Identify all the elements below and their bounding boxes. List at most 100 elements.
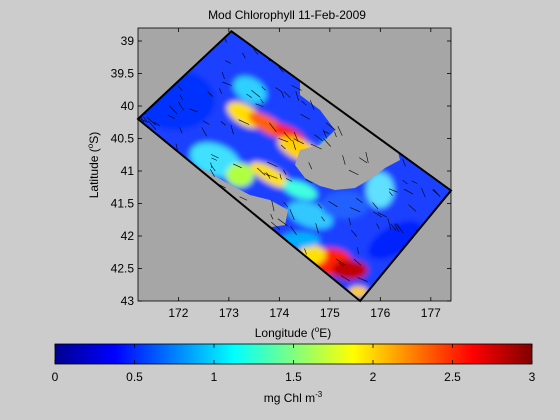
colorbar-tick-label: 2 xyxy=(370,370,377,384)
velocity-vector xyxy=(300,113,310,120)
x-tick-label: 175 xyxy=(320,306,340,320)
velocity-vector xyxy=(211,157,217,161)
velocity-vector xyxy=(373,211,382,218)
velocity-vector xyxy=(323,130,330,135)
velocity-vector xyxy=(189,108,198,113)
velocity-vector xyxy=(207,91,213,97)
velocity-vector xyxy=(293,131,299,142)
y-axis-ticks: 39 39.5 40 40.5 41 41.5 42 42.5 43 xyxy=(111,34,451,308)
y-tick-label: 42 xyxy=(121,229,135,243)
velocity-vector xyxy=(143,116,148,124)
x-axis-label-end: E) xyxy=(319,326,331,340)
velocity-vector xyxy=(350,229,358,237)
velocity-vector xyxy=(222,81,232,86)
velocity-vector xyxy=(153,121,161,127)
y-axis-label-end: S) xyxy=(87,132,101,144)
velocity-vector xyxy=(365,151,369,163)
velocity-vector xyxy=(271,200,275,212)
velocity-vector xyxy=(283,169,287,175)
velocity-vector xyxy=(202,120,210,125)
velocity-vector xyxy=(292,140,296,150)
velocity-vector xyxy=(348,217,352,226)
velocity-vector xyxy=(270,214,274,220)
colorbar-label-text: mg Chl m xyxy=(264,391,315,405)
velocity-vector xyxy=(269,122,277,133)
velocity-vector xyxy=(357,277,368,282)
y-tick-label: 40 xyxy=(121,99,135,113)
velocity-vector xyxy=(394,223,400,232)
velocity-vector xyxy=(348,169,359,176)
velocity-vector xyxy=(285,178,293,182)
velocity-vector xyxy=(308,162,313,170)
velocity-vector xyxy=(238,119,250,125)
velocity-vector xyxy=(403,188,414,195)
colorbar-tick-label: 3 xyxy=(529,370,536,384)
colorbar-ticks: 0 0.5 1 1.5 2 2.5 3 xyxy=(52,344,536,384)
velocity-vector xyxy=(323,138,331,147)
x-axis-label-sup: o xyxy=(315,325,320,334)
y-axis-label-text: Latitude ( xyxy=(87,148,101,198)
velocity-vector xyxy=(211,165,216,172)
velocity-vector xyxy=(210,154,219,159)
velocity-vector xyxy=(201,127,207,137)
colorbar-tick-label: 0.5 xyxy=(126,370,143,384)
velocity-vector xyxy=(283,202,288,208)
velocity-vector xyxy=(388,191,393,197)
colorbar-label: mg Chl m-3 xyxy=(264,390,323,405)
velocity-vector xyxy=(256,167,266,176)
velocity-vector xyxy=(390,223,397,231)
velocity-vector xyxy=(334,131,337,138)
y-tick-label: 42.5 xyxy=(111,262,135,276)
chart-title: Mod Chlorophyll 11-Feb-2009 xyxy=(208,8,366,22)
x-tick-label: 174 xyxy=(269,306,289,320)
velocity-vector xyxy=(270,221,281,230)
velocity-vector xyxy=(283,91,291,98)
x-tick-label: 176 xyxy=(370,306,390,320)
velocity-vector xyxy=(251,90,261,98)
axes-frame xyxy=(137,27,452,302)
velocity-vector xyxy=(267,174,278,179)
velocity-vector xyxy=(291,85,302,91)
x-tick-label: 173 xyxy=(219,306,239,320)
velocity-vector xyxy=(322,129,328,139)
velocity-vector xyxy=(326,122,336,131)
velocity-vector xyxy=(167,114,176,119)
y-tick-label: 41 xyxy=(121,164,135,178)
velocity-vector xyxy=(349,207,361,213)
velocity-vector xyxy=(342,155,346,165)
velocity-vector xyxy=(278,66,284,73)
velocity-vector xyxy=(293,138,304,145)
velocity-vector xyxy=(267,161,278,167)
velocity-vector xyxy=(295,91,300,101)
velocity-vector xyxy=(169,105,178,115)
x-tick-label: 172 xyxy=(168,306,188,320)
velocity-vector xyxy=(233,163,242,169)
velocity-vector xyxy=(260,98,264,104)
velocity-vector xyxy=(310,100,315,110)
velocity-vector xyxy=(230,124,234,135)
colorbar-label-sup: -3 xyxy=(315,390,323,399)
velocity-vector xyxy=(283,131,292,141)
velocity-vector xyxy=(377,212,387,218)
velocity-vector xyxy=(210,168,215,177)
velocity-vector xyxy=(221,72,225,79)
y-tick-label: 39 xyxy=(121,34,135,48)
velocity-vector xyxy=(314,134,323,142)
velocity-vector xyxy=(317,203,323,209)
velocity-vector xyxy=(328,201,338,208)
velocity-vector xyxy=(353,258,362,266)
velocity-vector xyxy=(178,86,183,91)
velocity-vector xyxy=(179,94,183,100)
x-axis-label-text: Longitude ( xyxy=(255,326,315,340)
velocity-vector xyxy=(178,101,184,111)
velocity-vector xyxy=(433,189,441,197)
velocity-vector xyxy=(261,86,266,91)
velocity-vector xyxy=(219,88,223,95)
velocity-vector xyxy=(411,180,418,184)
velocity-vector xyxy=(340,275,350,282)
velocity-vector xyxy=(338,262,344,267)
velocity-vector xyxy=(372,202,379,210)
velocity-vector xyxy=(179,127,183,134)
velocity-vector xyxy=(356,197,363,203)
y-tick-label: 41.5 xyxy=(111,197,135,211)
